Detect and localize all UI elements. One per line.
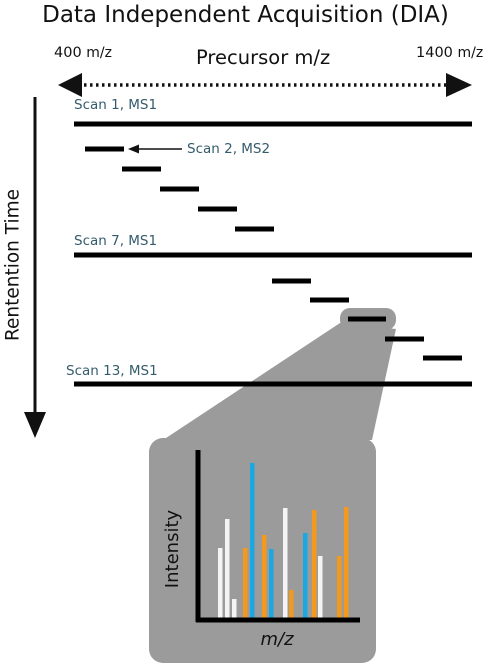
arrow-left-icon xyxy=(58,73,82,97)
scan-13-label: Scan 13, MS1 xyxy=(66,363,158,379)
blue-peak xyxy=(269,549,274,620)
inset-xlabel: m/z xyxy=(260,629,294,650)
white-peak xyxy=(218,548,223,620)
white-peak xyxy=(225,519,230,620)
arrow-right-icon xyxy=(446,73,472,97)
scan-7-label: Scan 7, MS1 xyxy=(74,233,157,249)
scan2-pointer-arrow-icon xyxy=(128,145,139,154)
inset-ylabel: Intensity xyxy=(162,509,183,588)
orange-peak xyxy=(243,548,248,620)
scan-1-label: Scan 1, MS1 xyxy=(74,97,157,113)
orange-peak xyxy=(312,510,317,620)
retention-axis-label: Rentention Time xyxy=(3,189,24,341)
orange-peak xyxy=(337,556,342,620)
arrow-down-icon xyxy=(24,412,46,438)
scan-2-label: Scan 2, MS2 xyxy=(187,141,270,157)
orange-peak xyxy=(344,507,349,620)
white-peak xyxy=(318,556,323,620)
white-peak xyxy=(283,508,288,620)
white-peak xyxy=(232,599,237,620)
blue-peak xyxy=(303,533,308,620)
orange-peak xyxy=(262,535,267,620)
orange-peak xyxy=(289,590,294,620)
blue-peak xyxy=(250,463,255,620)
